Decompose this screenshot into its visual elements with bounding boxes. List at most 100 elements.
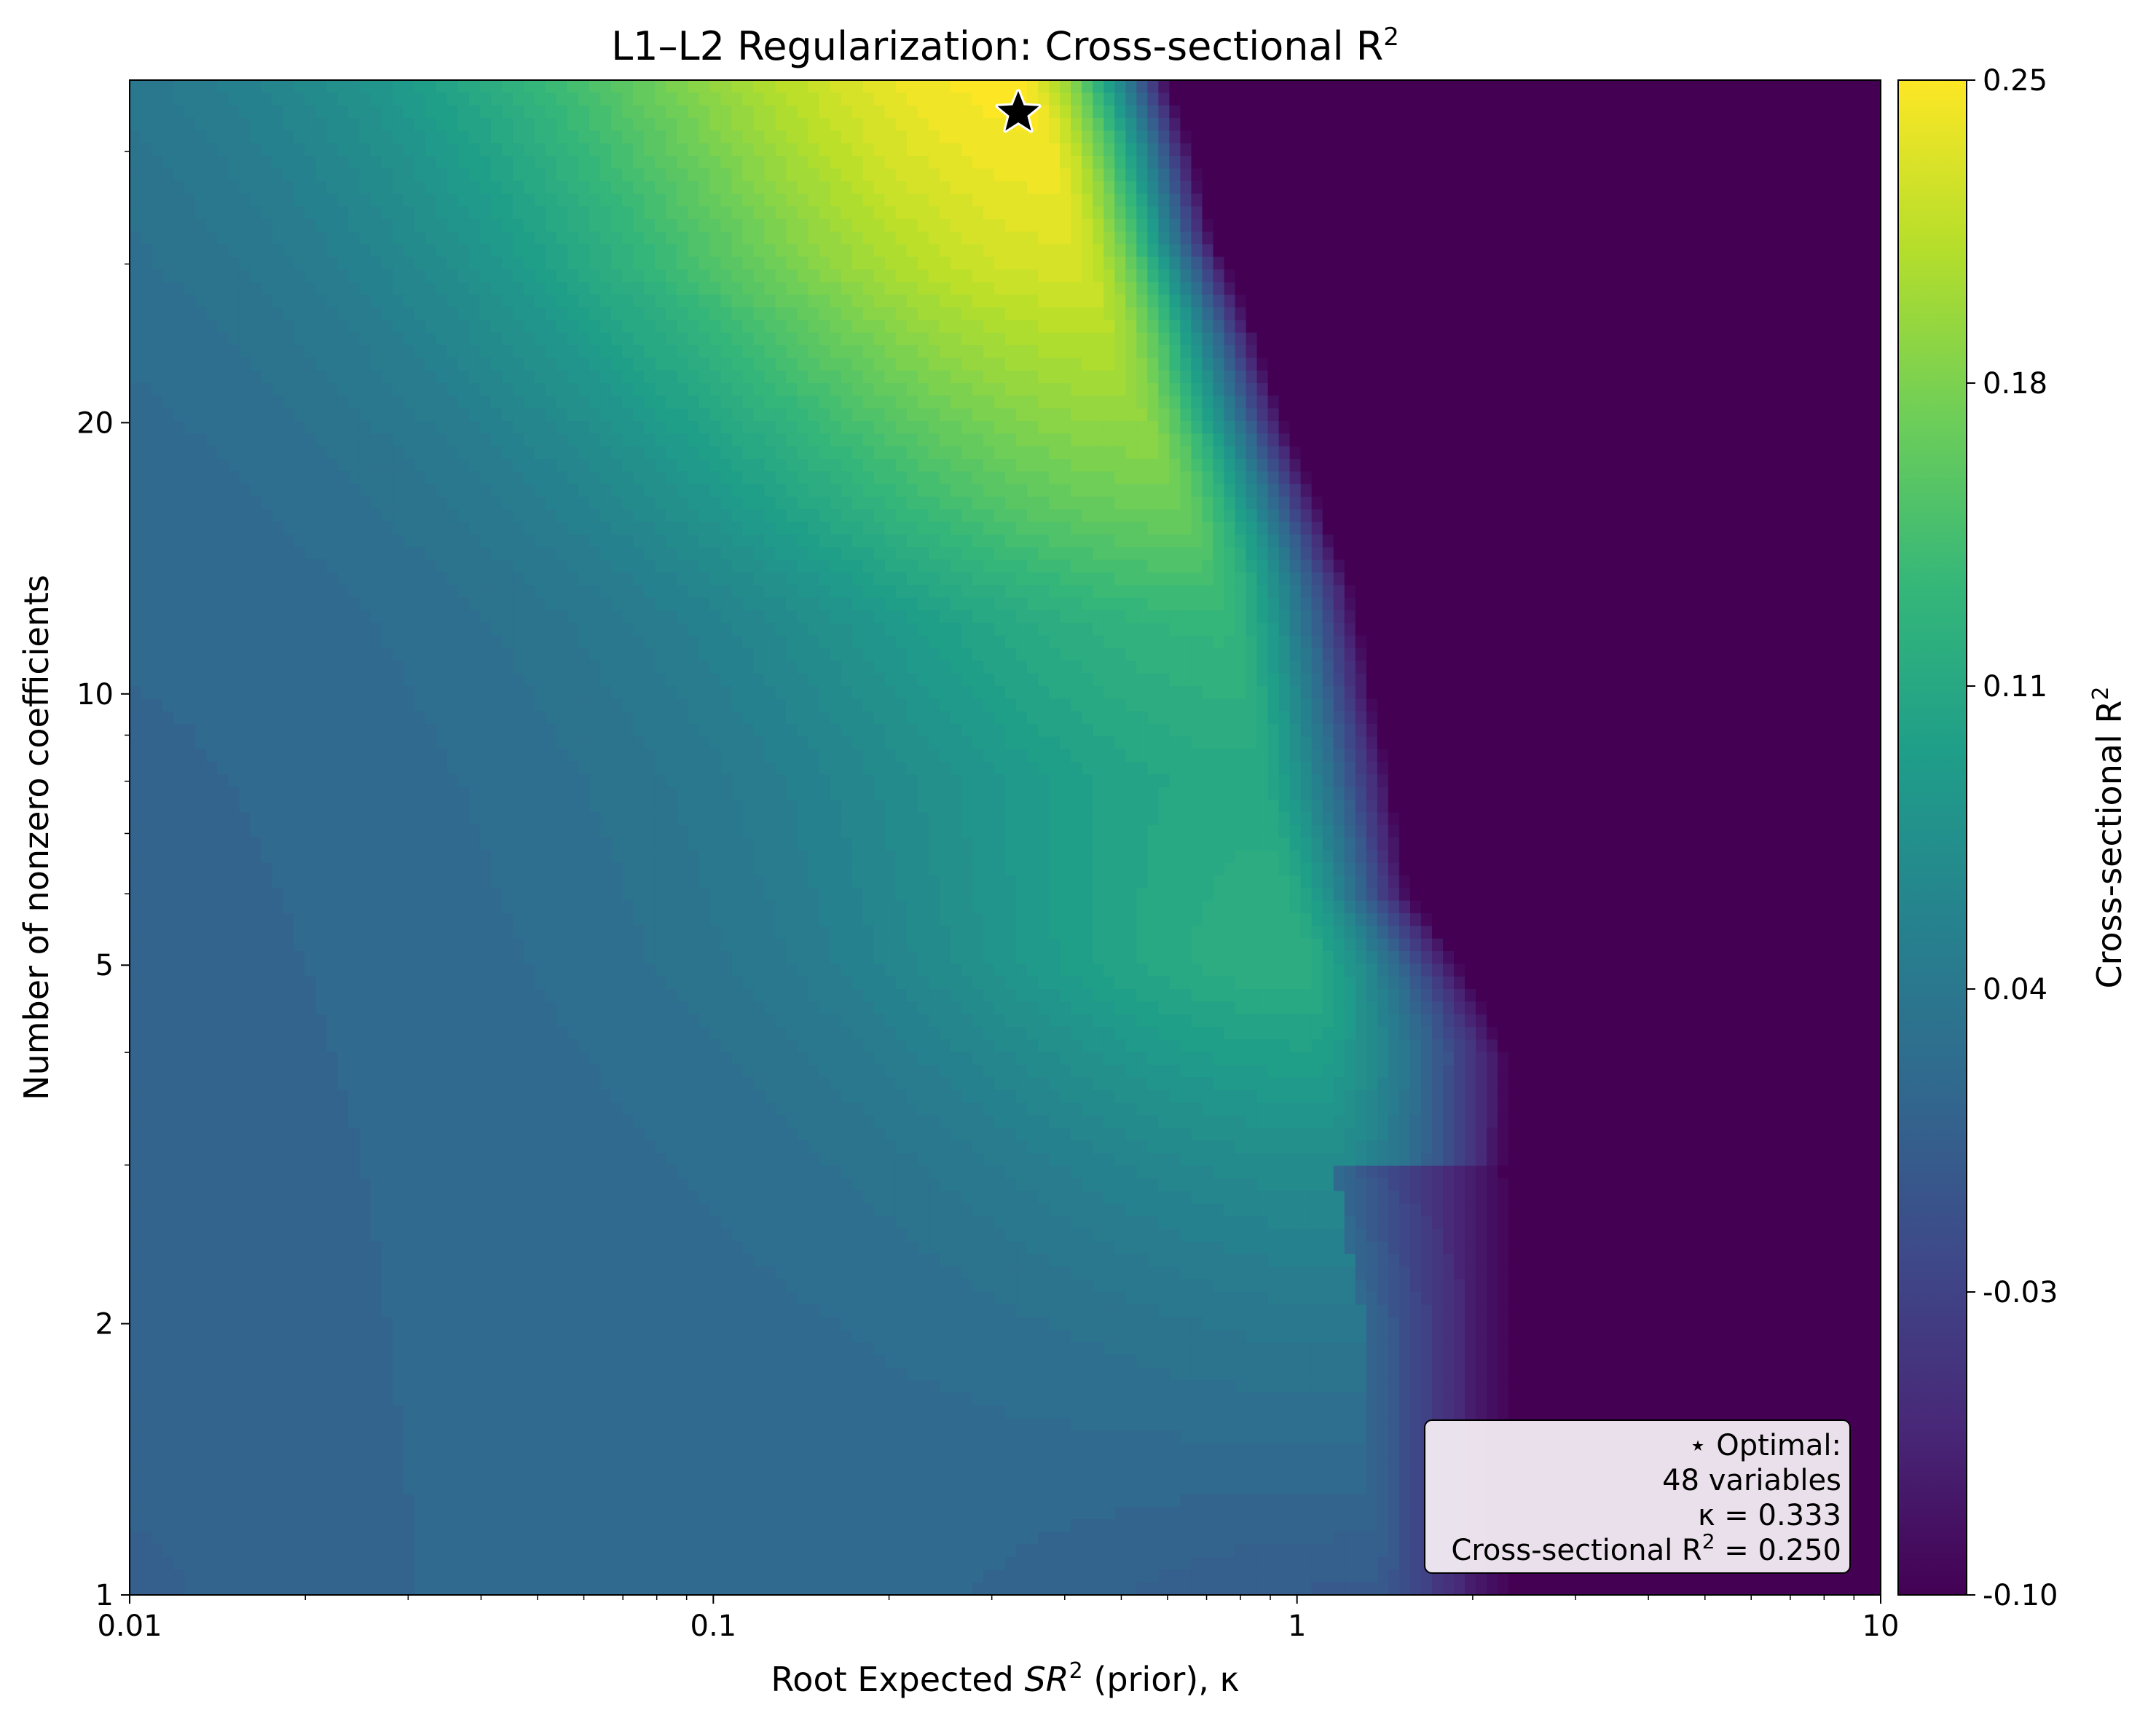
heatmap-cell: [414, 824, 426, 838]
heatmap-cell: [534, 345, 546, 359]
heatmap-cell: [403, 471, 415, 485]
heatmap-cell: [479, 547, 492, 561]
heatmap-cell: [326, 1165, 339, 1179]
heatmap-cell: [261, 244, 273, 258]
heatmap-cell: [479, 1292, 492, 1306]
heatmap-cell: [457, 964, 470, 977]
heatmap-cell: [501, 294, 514, 308]
heatmap-cell: [359, 92, 371, 106]
heatmap-cell: [315, 1127, 328, 1141]
heatmap-cell: [239, 1481, 251, 1495]
heatmap-cell: [479, 370, 492, 384]
heatmap-cell: [239, 1456, 251, 1470]
heatmap-cell: [512, 597, 524, 611]
heatmap-cell: [457, 168, 470, 182]
heatmap-cell: [250, 1089, 262, 1103]
heatmap-cell: [130, 862, 141, 876]
heatmap-cell: [479, 118, 492, 132]
heatmap-cell: [283, 345, 295, 359]
heatmap-cell: [381, 156, 393, 170]
heatmap-cell: [152, 1317, 163, 1331]
heatmap-cell: [206, 156, 219, 170]
heatmap-cell: [403, 497, 415, 511]
heatmap-cell: [381, 1532, 393, 1545]
heatmap-cell: [359, 976, 371, 990]
heatmap-cell: [261, 838, 273, 851]
heatmap-cell: [392, 1304, 404, 1318]
heatmap-cell: [501, 1342, 514, 1356]
heatmap-cell: [283, 1430, 295, 1444]
heatmap-cell: [501, 1140, 514, 1154]
heatmap-cell: [304, 433, 317, 447]
heatmap-cell: [239, 1089, 251, 1103]
heatmap-cell: [523, 711, 535, 725]
heatmap-cell: [217, 1077, 229, 1091]
heatmap-cell: [512, 572, 524, 586]
heatmap-cell: [326, 850, 339, 864]
heatmap-cell: [414, 535, 426, 548]
heatmap-cell: [446, 1292, 459, 1306]
heatmap-cell: [446, 1077, 459, 1091]
heatmap-cell: [294, 118, 306, 132]
heatmap-cell: [403, 1342, 415, 1356]
heatmap-cell: [326, 888, 339, 902]
heatmap-cell: [315, 218, 328, 232]
heatmap-cell: [152, 408, 163, 422]
heatmap-cell: [348, 648, 361, 662]
heatmap-cell: [195, 736, 207, 750]
heatmap-cell: [315, 395, 328, 409]
heatmap-cell: [545, 320, 557, 334]
heatmap-cell: [545, 1014, 557, 1028]
heatmap-cell: [359, 862, 371, 876]
heatmap-cell: [206, 1456, 219, 1470]
heatmap-cell: [545, 1418, 557, 1432]
heatmap-cell: [414, 1203, 426, 1217]
heatmap-cell: [479, 926, 492, 939]
heatmap-cell: [173, 1027, 185, 1041]
heatmap-cell: [337, 686, 350, 700]
heatmap-cell: [239, 1569, 251, 1583]
heatmap-cell: [315, 408, 328, 422]
heatmap-cell: [436, 951, 448, 965]
heatmap-cell: [283, 774, 295, 788]
heatmap-cell: [283, 1317, 295, 1331]
heatmap-cell: [217, 459, 229, 473]
heatmap-cell: [567, 244, 579, 258]
heatmap-cell: [370, 509, 382, 523]
heatmap-cell: [359, 1317, 371, 1331]
heatmap-cell: [436, 724, 448, 738]
heatmap-cell: [567, 762, 579, 776]
heatmap-cell: [392, 206, 404, 220]
heatmap-cell: [446, 181, 459, 194]
heatmap-cell: [446, 1103, 459, 1116]
heatmap-cell: [436, 1317, 448, 1331]
heatmap-cell: [403, 118, 415, 132]
heatmap-cell: [130, 1203, 141, 1217]
heatmap-cell: [381, 509, 393, 523]
heatmap-cell: [206, 1254, 219, 1268]
heatmap-cell: [239, 80, 251, 94]
heatmap-cell: [446, 421, 459, 435]
heatmap-cell: [381, 218, 393, 232]
heatmap-cell: [130, 471, 141, 485]
heatmap-cell: [468, 964, 481, 977]
heatmap-cell: [359, 1380, 371, 1394]
heatmap-cell: [206, 118, 219, 132]
heatmap-cell: [206, 370, 219, 384]
heatmap-cell: [425, 1494, 437, 1508]
heatmap-cell: [578, 521, 590, 535]
heatmap-cell: [490, 585, 503, 599]
heatmap-cell: [184, 1127, 196, 1141]
heatmap-cell: [261, 320, 273, 334]
heatmap-cell: [152, 711, 163, 725]
heatmap-cell: [468, 597, 481, 611]
heatmap-cell: [370, 597, 382, 611]
heatmap-cell: [545, 1355, 557, 1368]
heatmap-cell: [272, 1089, 284, 1103]
heatmap-cell: [403, 1165, 415, 1179]
heatmap-cell: [381, 168, 393, 182]
heatmap-cell: [315, 1494, 328, 1508]
heatmap-cell: [206, 206, 219, 220]
heatmap-cell: [152, 1557, 163, 1571]
heatmap-cell: [141, 1052, 152, 1065]
